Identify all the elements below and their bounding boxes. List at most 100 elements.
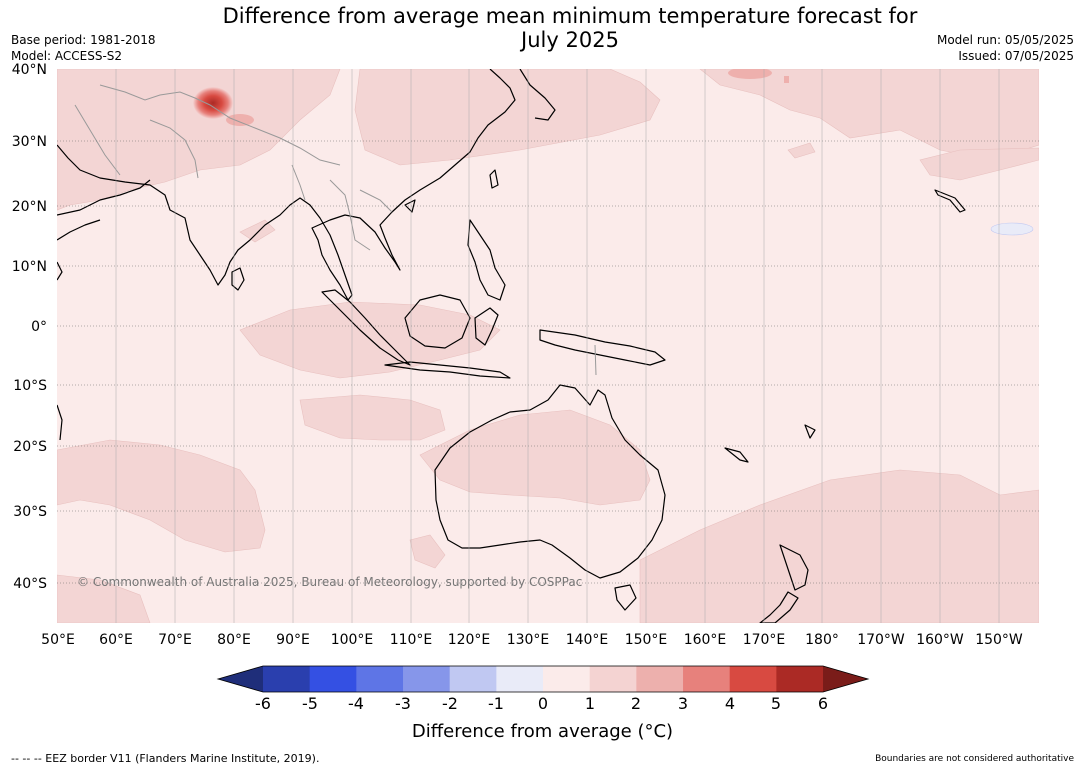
anomaly-region-north-pacific xyxy=(699,69,1039,161)
lat-label: 40°S xyxy=(13,576,47,592)
colorbar xyxy=(216,665,870,693)
anomaly-region-tibet xyxy=(226,114,254,126)
coastline-fiji xyxy=(804,424,816,439)
anomaly-region-indian-mid xyxy=(299,394,446,441)
coastlines xyxy=(57,69,966,623)
coastline-africa-horn xyxy=(57,219,101,241)
colorbar-tick-label: -6 xyxy=(255,694,271,713)
meta-right: Model run: 05/05/2025 Issued: 07/05/2025 xyxy=(937,32,1074,64)
lon-label: 60°E xyxy=(99,632,133,648)
anomaly-negative-patch xyxy=(990,222,1034,236)
anomaly-region-small-2 xyxy=(787,142,816,159)
lon-label: 130°E xyxy=(507,632,550,648)
anomaly-region-southern-indian xyxy=(57,574,151,623)
coastline-taiwan xyxy=(489,169,499,189)
lat-label: 20°S xyxy=(13,439,47,455)
lat-label: 30°S xyxy=(13,504,47,520)
lon-label: 100°E xyxy=(331,632,374,648)
border-line-4 xyxy=(359,189,393,213)
country-borders xyxy=(74,84,597,376)
colorbar-bin xyxy=(449,666,497,692)
lon-label: 140°E xyxy=(566,632,609,648)
colorbar-bin xyxy=(309,666,357,692)
lon-label: 160°W xyxy=(916,632,964,648)
colorbar-tick-label: -3 xyxy=(395,694,411,713)
colorbar-bin xyxy=(776,666,824,692)
lat-label: 30°N xyxy=(12,134,47,150)
coastline-sri-lanka xyxy=(231,267,245,291)
lat-label: 20°N xyxy=(12,199,47,215)
coastline-hawaii xyxy=(934,189,966,213)
title-line-1: Difference from average mean minimum tem… xyxy=(222,4,918,28)
model-name: Model: ACCESS-S2 xyxy=(11,49,123,63)
colorbar-tick-label: 5 xyxy=(770,694,782,713)
eez-note: -- -- -- EEZ border V11 (Flanders Marine… xyxy=(11,752,320,765)
lon-label: 150°E xyxy=(625,632,668,648)
colorbar-arrow-low xyxy=(218,666,263,692)
coastline-nz-south xyxy=(759,591,799,623)
lon-label: 170°E xyxy=(743,632,786,648)
border-line-5 xyxy=(291,164,306,201)
longitude-labels: 50°E 60°E 70°E 80°E 90°E 100°E 110°E 120… xyxy=(41,632,1023,648)
colorbar-tick-label: 1 xyxy=(584,694,596,713)
lon-label: 90°E xyxy=(276,632,310,648)
anomaly-region-ne-pacific xyxy=(919,147,1039,181)
coastline-borneo xyxy=(404,294,471,349)
lon-label: 70°E xyxy=(158,632,192,648)
anomaly-region-australia xyxy=(419,409,651,506)
latitude-labels: 40°N 30°N 20°N 10°N 0° 10°S 20°S 30°S 40… xyxy=(12,62,47,592)
border-line-3 xyxy=(329,179,371,251)
coastline-arabia xyxy=(57,179,151,216)
lon-label: 110°E xyxy=(390,632,433,648)
model-run: Model run: 05/05/2025 xyxy=(936,33,1074,47)
boundary-disclaimer: Boundaries are not considered authoritat… xyxy=(875,754,1074,764)
colorbar-bin xyxy=(403,666,451,692)
coastline-australia xyxy=(434,384,666,579)
colorbar-tick-label: -4 xyxy=(348,694,364,713)
colorbar-bin xyxy=(356,666,404,692)
meta-left: Base period: 1981-2018 Model: ACCESS-S2 xyxy=(11,32,156,64)
colorbar-title: Difference from average (°C) xyxy=(411,721,674,742)
lon-label: 80°E xyxy=(217,632,251,648)
colorbar-tick-label: -5 xyxy=(302,694,318,713)
chart-title: Difference from average mean minimum tem… xyxy=(0,4,1085,52)
anomaly-hotspot-himalaya xyxy=(193,87,233,119)
lon-label: 180° xyxy=(805,632,839,648)
border-line-png xyxy=(594,344,597,376)
anomaly-region-china xyxy=(354,69,661,166)
colorbar-outline xyxy=(216,665,870,693)
copyright-notice: © Commonwealth of Australia 2025, Bureau… xyxy=(77,575,582,589)
border-line-6 xyxy=(74,104,121,176)
coastline-sumatra xyxy=(321,289,411,366)
lon-label: 160°E xyxy=(684,632,727,648)
anomaly-1-2-regions xyxy=(57,69,1039,623)
meridians xyxy=(115,69,1000,623)
lat-label: 0° xyxy=(31,319,47,335)
coastline-hainan xyxy=(404,199,416,213)
lon-label: 120°E xyxy=(448,632,491,648)
coastline-africa-east xyxy=(57,261,63,281)
issued-date: Issued: 07/05/2025 xyxy=(958,49,1074,63)
colorbar-tick-label: -2 xyxy=(442,694,458,713)
colorbar-tick-label: 3 xyxy=(677,694,689,713)
coastline-new-caledonia xyxy=(724,447,749,463)
border-line-1 xyxy=(99,84,341,166)
anomaly-region-asia xyxy=(57,69,341,211)
border-line-2 xyxy=(149,119,199,179)
colorbar-tick-label: 4 xyxy=(724,694,736,713)
coastline-madagascar xyxy=(57,404,63,441)
title-line-2: July 2025 xyxy=(521,28,619,52)
colorbar-bin xyxy=(543,666,591,692)
colorbar-bin xyxy=(636,666,684,692)
lon-label: 170°W xyxy=(857,632,905,648)
coastline-asia xyxy=(57,69,516,301)
map-area: © Commonwealth of Australia 2025, Bureau… xyxy=(57,69,1039,623)
colorbar-bin xyxy=(729,666,777,692)
coastline-sulawesi xyxy=(474,307,499,346)
colorbar-tick-label: 0 xyxy=(537,694,549,713)
lat-label: 10°S xyxy=(13,378,47,394)
anomaly-2-3-regions xyxy=(226,69,789,126)
lon-label: 50°E xyxy=(41,632,75,648)
colorbar-tick-label: 2 xyxy=(630,694,642,713)
